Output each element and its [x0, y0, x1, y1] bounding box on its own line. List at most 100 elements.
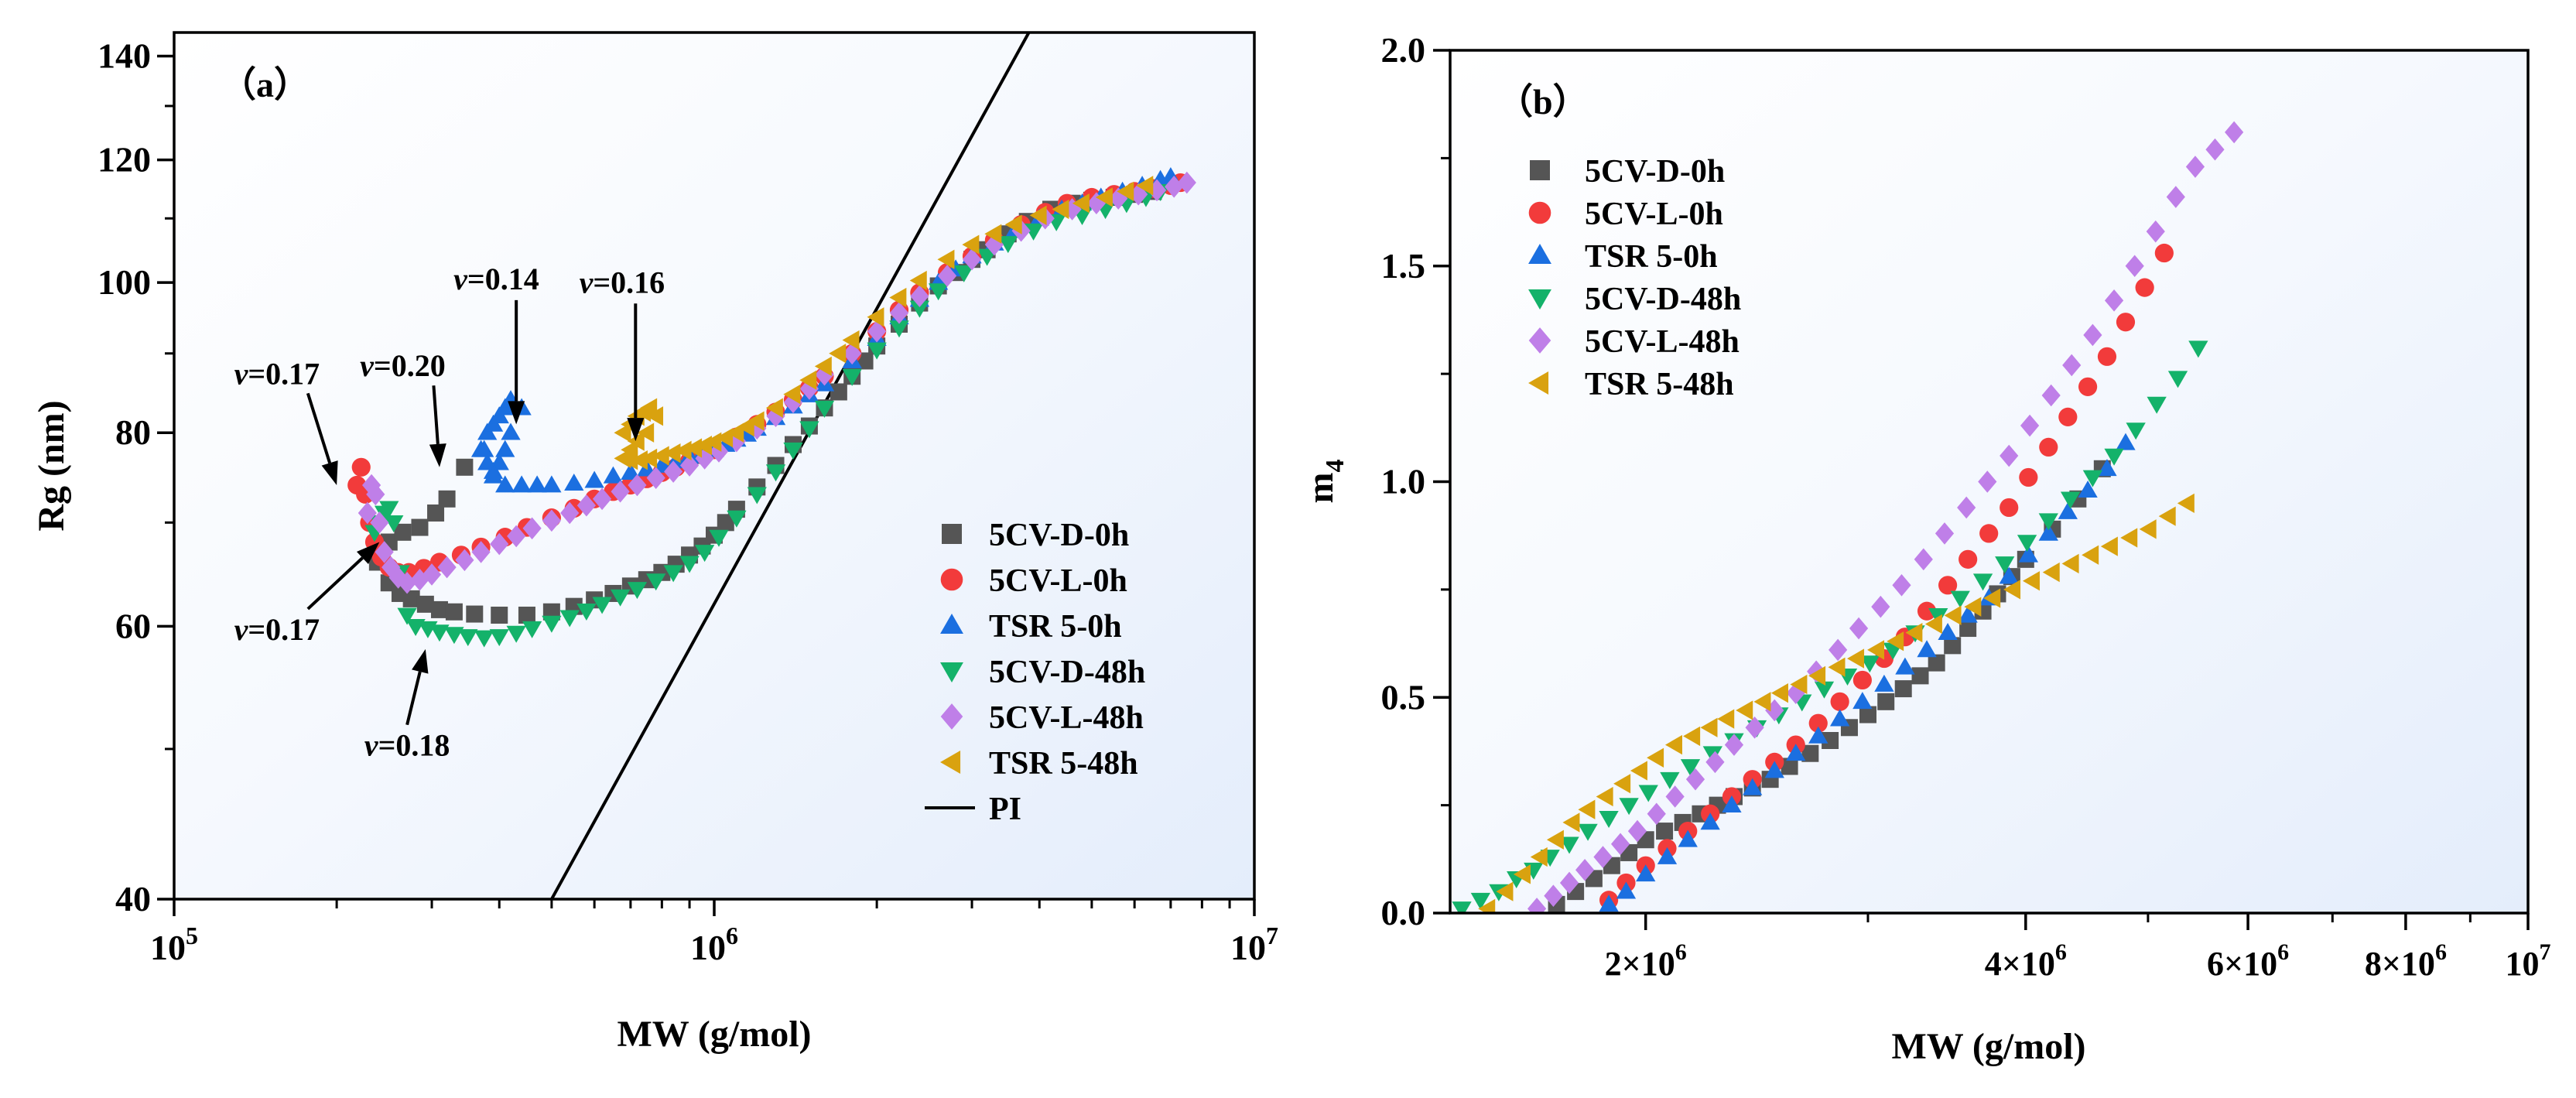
legend-swatch-5cv-l-0h	[940, 568, 963, 591]
point-b-5cv-l-48h	[1724, 734, 1744, 756]
point-b-5cv-d-48h	[1660, 771, 1680, 789]
point-b-5cv-d-48h	[1972, 573, 1993, 591]
point-a-tsr-5-48h	[685, 438, 703, 458]
point-a-5cv-d-48h	[842, 368, 862, 386]
legend-label-5cv-l-0h: 5CV-L-0h	[989, 563, 1127, 599]
point-b-5cv-l-48h	[2104, 289, 2124, 312]
data-layer-b	[1452, 121, 2244, 913]
point-b-tsr-5-0h	[1999, 566, 2019, 584]
point-b-tsr-5-0h	[2058, 501, 2078, 519]
point-b-tsr-5-48h	[2120, 528, 2138, 548]
point-b-tsr-5-0h	[2018, 545, 2038, 563]
point-b-5cv-l-0h	[2135, 278, 2154, 297]
point-a-5cv-d-48h	[397, 607, 417, 625]
point-a-5cv-d-0h	[466, 605, 484, 623]
point-a-5cv-l-48h	[867, 320, 887, 343]
point-a-5cv-d-0h	[411, 518, 429, 536]
point-b-tsr-5-48h	[1664, 734, 1682, 755]
point-a-5cv-d-48h	[489, 629, 509, 647]
point-b-tsr-5-48h	[2003, 580, 2021, 600]
point-b-5cv-d-48h	[2060, 491, 2081, 509]
point-a-tsr-5-0h	[527, 475, 547, 493]
point-a-tsr-5-48h	[1072, 193, 1090, 214]
point-b-5cv-l-48h	[1647, 802, 1666, 826]
point-a-tsr-5-0h	[584, 470, 604, 488]
point-b-tsr-5-48h	[2082, 545, 2099, 565]
point-a-5cv-l-48h	[611, 480, 630, 503]
legend-swatch-5cv-l-0h	[1528, 201, 1551, 224]
point-a-5cv-l-48h	[522, 517, 542, 540]
point-b-5cv-l-48h	[2205, 138, 2225, 161]
point-a-tsr-5-0h	[477, 453, 498, 470]
point-a-5cv-l-48h	[370, 511, 389, 534]
point-a-5cv-d-48h	[429, 624, 450, 642]
point-b-5cv-l-0h	[2116, 313, 2136, 332]
annotation-arrow	[306, 542, 380, 611]
point-a-5cv-d-48h	[646, 573, 666, 591]
point-a-5cv-d-48h	[799, 421, 819, 439]
point-b-5cv-l-48h	[2146, 220, 2165, 243]
point-a-tsr-5-48h	[663, 443, 681, 463]
point-a-5cv-l-48h	[1062, 198, 1082, 221]
point-a-tsr-5-48h	[814, 356, 832, 376]
point-a-5cv-l-48h	[679, 454, 700, 477]
legend-label-5cv-d-48h: 5CV-D-48h	[1585, 282, 1741, 317]
point-a-5cv-l-48h	[937, 265, 957, 287]
point-b-5cv-l-48h	[1627, 819, 1647, 843]
nu-annotation: v=0.17	[234, 356, 320, 391]
point-b-5cv-l-48h	[2225, 121, 2244, 144]
legend-label-5cv-l-48h: 5CV-L-48h	[1585, 324, 1740, 360]
point-a-tsr-5-48h	[909, 270, 927, 291]
point-b-5cv-d-0h	[1859, 706, 1876, 723]
point-b-5cv-d-48h	[2104, 448, 2124, 466]
point-a-5cv-d-48h	[576, 603, 597, 621]
x-tick-label-b: 4×106	[1985, 939, 2067, 983]
legend-swatch-5cv-d-48h	[1528, 289, 1551, 310]
legend-label-tsr-5-48h: TSR 5-48h	[1585, 367, 1734, 402]
point-a-5cv-d-0h	[430, 600, 448, 618]
y-tick-label-a: 140	[97, 36, 151, 76]
point-a-tsr-5-0h	[483, 466, 504, 484]
point-b-tsr-5-48h	[1562, 812, 1580, 833]
point-b-tsr-5-48h	[2061, 553, 2079, 574]
point-a-5cv-d-48h	[954, 265, 974, 282]
legend-swatch-tsr-5-0h	[940, 614, 963, 635]
point-b-5cv-d-48h	[1470, 892, 1491, 910]
x-axis-label-a: MW (g/mol)	[617, 1014, 811, 1055]
point-a-5cv-d-48h	[909, 300, 930, 318]
point-b-5cv-d-48h	[1578, 823, 1598, 841]
x-tick-label-b: 2×106	[1605, 939, 1687, 983]
point-b-tsr-5-0h	[1722, 795, 1742, 812]
point-a-5cv-l-48h	[646, 467, 665, 489]
annotation-arrow	[429, 385, 446, 467]
point-b-tsr-5-48h	[1887, 631, 1904, 652]
point-b-5cv-d-0h	[1656, 823, 1674, 840]
point-a-tsr-5-0h	[511, 475, 532, 493]
point-a-5cv-d-48h	[610, 589, 631, 607]
point-b-5cv-l-48h	[1593, 846, 1613, 868]
x-tick-label-a: 105	[150, 922, 198, 967]
point-b-5cv-l-48h	[1957, 496, 1976, 519]
point-a-5cv-d-48h	[814, 400, 835, 418]
point-b-tsr-5-48h	[1770, 683, 1788, 703]
point-b-tsr-5-0h	[1958, 605, 1978, 623]
point-a-tsr-5-0h	[474, 440, 494, 457]
point-b-tsr-5-48h	[1478, 898, 1496, 913]
point-a-5cv-d-48h	[506, 625, 526, 643]
point-b-5cv-d-0h	[1944, 637, 1962, 655]
point-a-tsr-5-48h	[637, 422, 655, 443]
point-a-tsr-5-0h	[603, 466, 624, 484]
point-a-tsr-5-48h	[889, 287, 907, 308]
x-tick-label-b: 107	[2506, 939, 2551, 983]
point-a-5cv-l-48h	[507, 525, 526, 548]
point-a-5cv-d-48h	[679, 556, 700, 573]
point-b-5cv-l-0h	[1852, 670, 1872, 690]
point-b-tsr-5-0h	[2078, 481, 2098, 498]
point-a-5cv-l-48h	[375, 541, 394, 563]
point-b-tsr-5-48h	[1530, 847, 1548, 867]
point-b-tsr-5-48h	[1513, 864, 1531, 884]
point-a-5cv-d-48h	[998, 236, 1018, 254]
point-a-5cv-d-48h	[929, 283, 949, 301]
